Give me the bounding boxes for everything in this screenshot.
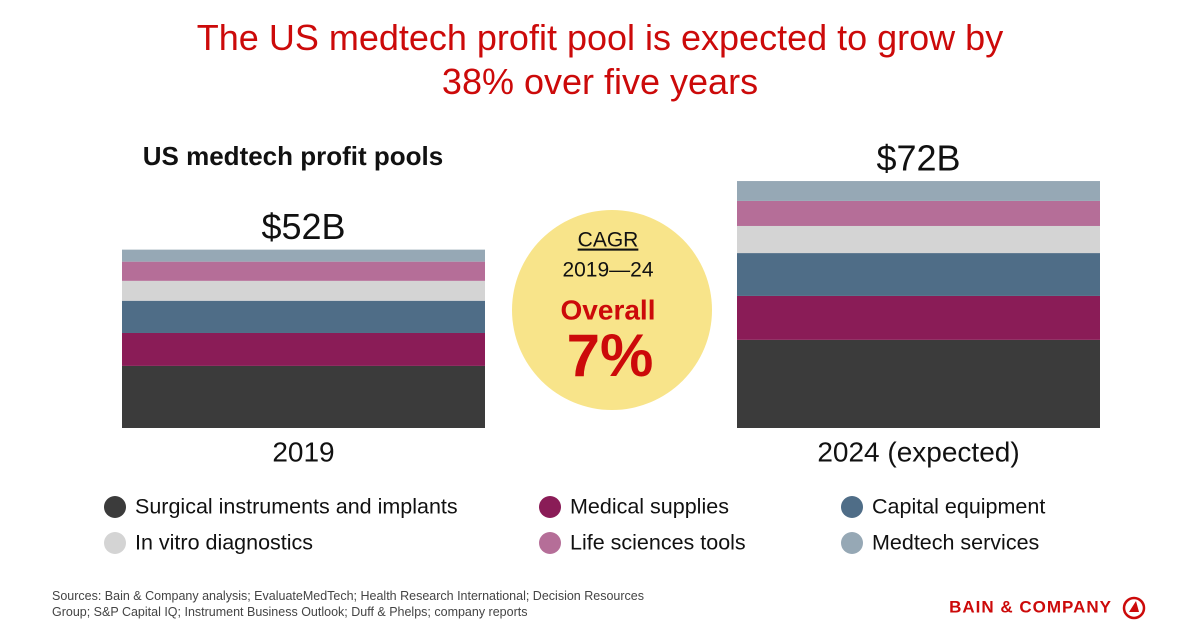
legend-swatch — [841, 532, 863, 554]
cagr-overall-value: 7% — [567, 322, 654, 389]
chart-title: The US medtech profit pool is expected t… — [196, 17, 1004, 102]
legend-label: Medical supplies — [570, 495, 729, 519]
legend-swatch — [104, 496, 126, 518]
x-tick-label: 2024 (expected) — [817, 436, 1019, 467]
logo-icon — [1122, 596, 1146, 620]
bar-segment — [737, 200, 1100, 226]
cagr-overall-label: Overall — [561, 294, 656, 325]
legend-label: Life sciences tools — [570, 531, 746, 555]
x-tick-label: 2019 — [272, 436, 334, 467]
legend-swatch — [104, 532, 126, 554]
chart-subtitle: US medtech profit pools — [143, 141, 443, 171]
legend-label: Capital equipment — [872, 495, 1045, 519]
bar-segment — [737, 181, 1100, 201]
legend-swatch — [539, 496, 561, 518]
bar-segment — [122, 249, 485, 262]
legend-swatch — [841, 496, 863, 518]
legend-label: Surgical instruments and implants — [135, 495, 458, 519]
cagr-label: CAGR — [578, 229, 639, 252]
bar-segment — [737, 253, 1100, 296]
legend-swatch — [539, 532, 561, 554]
bar-segment — [737, 295, 1100, 340]
cagr-circle — [512, 210, 712, 410]
bar-segment — [122, 332, 485, 366]
total-label: $52B — [261, 206, 345, 247]
logo-icon-mark — [1129, 601, 1139, 612]
bar-segment — [122, 300, 485, 333]
legend-label: Medtech services — [872, 531, 1039, 555]
bar-segment — [122, 365, 485, 428]
total-label: $72B — [876, 138, 960, 179]
bar-segment — [737, 225, 1100, 254]
legend-label: In vitro diagnostics — [135, 531, 313, 555]
bar-segment — [737, 339, 1100, 428]
bar-segment — [122, 261, 485, 281]
cagr-period: 2019—24 — [562, 259, 653, 282]
sources: Sources: Bain & Company analysis; Evalua… — [52, 589, 644, 619]
bar-segment — [122, 280, 485, 301]
logo: BAIN & COMPANY — [949, 597, 1112, 616]
